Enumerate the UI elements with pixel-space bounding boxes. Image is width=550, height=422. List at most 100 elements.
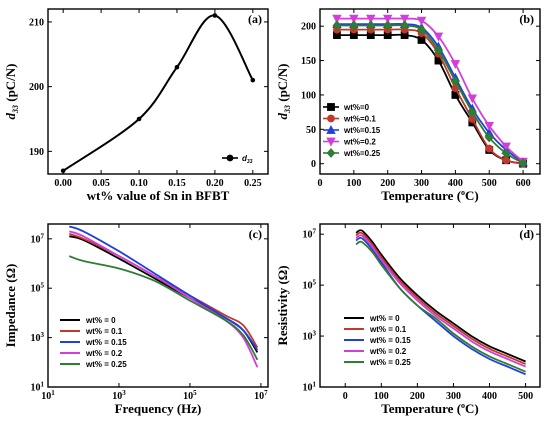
panel-d-xtick-label: 0: [343, 391, 348, 402]
panel-c-ytick-label: 101: [31, 381, 45, 394]
panel-a-xtick-label: 0.05: [92, 178, 110, 189]
panel-b-legend-text: wt%=0.25: [343, 149, 381, 158]
panel-a-ytick-label: 200: [29, 82, 44, 93]
panel-c-series-line: [68, 255, 259, 361]
panel-b-legend-marker: [327, 103, 335, 111]
panel-b-data-point: [349, 20, 359, 31]
panel-d-series-line: [355, 231, 526, 365]
panel-a-series-line: [62, 14, 254, 172]
panel-c-ytick-label: 105: [31, 282, 45, 295]
panel-b-xtick-label: 500: [482, 178, 497, 189]
panel-a-xtick-label: 0.25: [244, 178, 262, 189]
panel-b-data-point: [382, 14, 393, 24]
panel-d-ytick-label: 103: [303, 330, 317, 343]
panel-c-xtick-label: 103: [112, 389, 126, 402]
panel-b-data-point: [501, 148, 511, 159]
panel-b-legend-marker: [326, 137, 336, 147]
panel-b-axes-frame: [319, 8, 541, 175]
panel-d-legend-text: wt% = 0: [369, 314, 400, 323]
panel-b-xtick-label: 400: [448, 178, 463, 189]
panel-c-series-line: [69, 233, 259, 348]
panel-d-legend: wt% = 0 wt% = 0.1 wt% = 0.15 wt% = 0.2 wt% =…: [344, 314, 411, 367]
panel-d-ytick-label: 105: [303, 279, 317, 292]
panel-c-xtick-label: 101: [41, 389, 55, 402]
panel-b-data-point: [484, 132, 494, 143]
panel-b: 0 100 200 300 400 500 600050100150200(b)wt%=0w…: [275, 8, 541, 203]
panel-d-legend-text: wt% = 0.25: [369, 358, 411, 367]
panel-d-panel-label: (d): [519, 227, 534, 241]
panel-d-series-line: [355, 229, 526, 363]
panel-a-xtick-label: 0.00: [54, 178, 72, 189]
panel-b-data-point: [450, 60, 461, 70]
panel-d-legend-text: wt% = 0.2: [369, 347, 407, 356]
panel-d-ylabel: Resistivity (Ω): [275, 265, 290, 345]
panel-b-data-point: [400, 20, 410, 31]
panel-a-data-point: [250, 77, 256, 83]
panel-b-legend-marker: [327, 114, 335, 123]
panel-c-legend-text: wt% = 0.1: [85, 327, 123, 336]
panel-b-data-point: [366, 14, 376, 24]
panel-c-legend-text: wt% = 0: [85, 316, 116, 325]
panel-a-xtick-label: 0.20: [206, 178, 224, 189]
panel-d-xtick-label: 300: [446, 391, 461, 402]
panel-a-panel-label: (a): [248, 12, 262, 26]
panel-d-legend-text: wt% = 0.15: [369, 336, 411, 345]
panel-a-legend-marker: [226, 154, 234, 162]
panel-b-data-point: [399, 14, 410, 24]
panel-a-axes-frame: [47, 8, 269, 175]
panel-b-xtick-label: 200: [380, 178, 395, 189]
panel-b-xtick-label: 300: [414, 178, 429, 189]
panel-c-legend-text: wt% = 0.15: [85, 338, 127, 347]
panel-c-panel-label: (c): [249, 227, 262, 241]
panel-c-axes-frame: [47, 223, 269, 388]
panel-c-legend: wt% = 0 wt% = 0.1 wt% = 0.15 wt% = 0.2 wt% =…: [60, 316, 127, 369]
panel-a-data-point: [60, 168, 66, 174]
panel-a-legend: d33: [222, 154, 253, 165]
panel-d-legend-text: wt% = 0.1: [369, 325, 407, 334]
panel-d-series-line: [355, 240, 526, 373]
panel-a-data-point: [174, 64, 180, 70]
panel-c-ylabel: Impedance (Ω): [3, 264, 18, 348]
panel-b-ytick-label: 150: [301, 56, 316, 67]
panel-c: 101 103 105 107 101 103 105 107 (c) wt% = 0 wt% = …: [3, 223, 269, 416]
panel-d-xtick-label: 400: [482, 391, 497, 402]
panel-b-legend: wt%=0 wt%=0.1 wt%=0.15 wt%=0.2 wt%=0.25: [323, 103, 381, 158]
panel-c-ytick-label: 103: [31, 331, 45, 344]
panel-c-legend-text: wt% = 0.25: [85, 360, 127, 369]
panel-a-xtick-label: 0.10: [130, 178, 148, 189]
panel-b-panel-label: (b): [519, 12, 534, 26]
panel-d-xtick-label: 500: [518, 391, 533, 402]
panel-d-xtick-label: 100: [374, 391, 389, 402]
panel-b-data-point: [433, 32, 444, 42]
panel-b-xtick-label: 100: [346, 178, 361, 189]
panel-b-data-point: [485, 144, 494, 153]
panel-b-xtick-label: 0: [318, 178, 323, 189]
panel-b-legend-marker: [326, 148, 336, 158]
panel-a-ylabel: d33 (pC/N): [3, 63, 20, 119]
panel-c-xtick-label: 107: [254, 389, 268, 402]
panel-b-data-point: [518, 158, 528, 168]
panel-b-data-point: [383, 20, 393, 31]
panel-b-ytick-label: 50: [306, 125, 316, 136]
panel-c-xtick-label: 105: [183, 389, 197, 402]
panel-b-data-point: [501, 142, 511, 152]
panel-b-legend-text: wt%=0: [343, 103, 370, 112]
panel-b-data-point: [416, 16, 427, 26]
panel-a: 0.00 0.05 0.10 0.15 0.20 0.25 190 200 210 (a) d33 d…: [3, 8, 269, 203]
panel-a-legend-text: d33: [242, 154, 253, 165]
panel-b-data-point: [467, 107, 477, 117]
panel-b-ytick-label: 0: [311, 159, 316, 170]
panel-b-data-point: [349, 14, 359, 24]
panel-d-xlabel: Temperature (oC): [381, 401, 479, 416]
panel-a-ytick-label: 210: [29, 17, 44, 28]
panel-b-legend-text: wt%=0.2: [343, 138, 376, 147]
panel-c-xlabel: Frequency (Hz): [115, 401, 202, 416]
panel-a-xlabel: wt% value of Sn in BFBT: [87, 188, 230, 203]
panel-b-data-point: [332, 20, 342, 31]
panel-c-series-line: [69, 225, 259, 351]
panel-b-legend-text: wt%=0.15: [343, 126, 381, 135]
panel-c-ytick-label: 107: [31, 232, 45, 245]
panel-b-xtick-label: 600: [516, 178, 531, 189]
panel-d-xtick-label: 200: [410, 391, 425, 402]
